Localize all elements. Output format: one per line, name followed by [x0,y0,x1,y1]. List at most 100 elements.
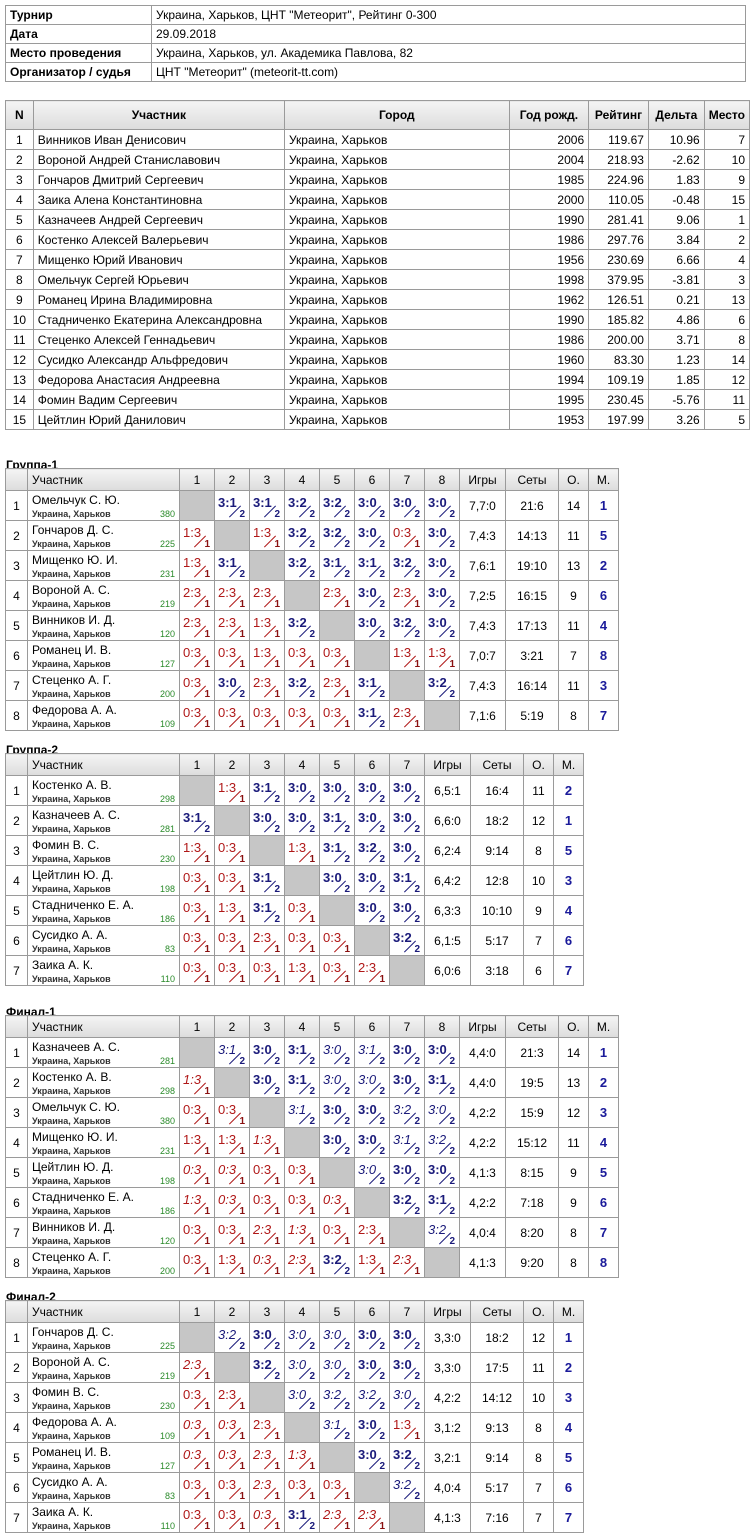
player-row: 3 Фомин В. С. Украина, Харьков 230 0:3 1 2:3 1 3… [5,1382,584,1413]
score-text: 0:3 [393,525,412,540]
score-cell: 0:3 1 [284,640,320,671]
score-cell: 2:3 1 [179,1352,215,1383]
score: 1:3 1 [286,957,319,985]
score-cell: 0:3 1 [319,1187,355,1218]
score: 3:0 2 [356,1354,389,1382]
player-info: Гончаров Д. С. Украина, Харьков 225 [29,522,179,550]
score-points: 1 [204,1146,210,1157]
place: 5 [588,520,619,551]
score: 0:3 1 [216,1219,249,1247]
score-points: 2 [344,1086,350,1097]
score-points: 1 [449,659,455,670]
sets: 17:5 [470,1352,524,1383]
score: 3:1 2 [321,1414,354,1442]
score-text: 3:0 [358,525,377,540]
score: 3:1 2 [321,807,354,835]
score-text: 3:0 [253,1042,272,1057]
score-cell: 0:3 1 [179,895,215,926]
score-cell: 0:3 1 [284,925,320,956]
player-name: Винников И. Д. [32,1220,116,1234]
score-text: 3:0 [393,1162,412,1177]
score-cell: 1:3 1 [284,835,320,866]
player-row: 2 Гончаров Д. С. Украина, Харьков 225 1:3 1 1:… [5,520,619,551]
column-header: 6 [354,1015,390,1038]
participant-cell: 12 [703,369,750,390]
participant-cell: 15 [703,189,750,210]
score-points: 1 [204,1206,210,1217]
score-text: 2:3 [358,1507,377,1522]
score-cell: 0:3 1 [214,955,250,986]
points: 8 [523,1442,554,1473]
player-row: 7 Стеценко А. Г. Украина, Харьков 200 0:3 1 3:… [5,670,619,701]
score-points: 2 [344,539,350,550]
column-header: 4 [284,1300,320,1323]
score-cell: 0:3 1 [284,895,320,926]
score-cell: 3:1 2 [284,1067,320,1098]
score: 3:0 2 [426,612,459,640]
score: 0:3 1 [251,1249,284,1277]
score-text: 3:0 [393,1072,412,1087]
score-text: 3:0 [323,1327,342,1342]
score-points: 1 [239,1461,245,1472]
participant-cell: 230.69 [588,249,649,270]
player-info: Фомин В. С. Украина, Харьков 230 [29,1384,179,1412]
score-cell: 3:1 2 [389,1127,425,1158]
score-text: 3:1 [288,1042,307,1057]
player-city: Украина, Харьков [32,824,111,834]
score-points: 1 [309,914,315,925]
score-points: 1 [239,1266,245,1277]
score-points: 2 [344,1146,350,1157]
score-points: 1 [309,854,315,865]
column-header: 1 [179,753,215,776]
participant-cell: Фомин Вадим Сергеевич [32,389,285,410]
player-cell: Гончаров Д. С. Украина, Харьков 225 [27,1322,180,1353]
score-cell: 1:3 1 [214,1247,250,1278]
participant-row: 4 Заика Алена Константиновна Украина, Харь… [5,189,750,210]
score: 3:1 2 [251,492,284,520]
score-text: 3:0 [393,1387,412,1402]
place: 6 [588,580,619,611]
score-points: 1 [274,1176,280,1187]
player-name: Фомин В. С. [32,1385,100,1399]
score-points: 2 [379,629,385,640]
participant-row: 13 Федорова Анастасия Андреевна Украина, Х… [5,369,750,390]
player-row: 7 Заика А. К. Украина, Харьков 110 0:3 1 0:3 1 0… [5,1502,584,1533]
column-header [5,753,28,776]
score-points: 2 [344,824,350,835]
sets: 9:20 [505,1247,559,1278]
participant-cell: 10 [703,149,750,170]
group-table: Участник 1 2 3 4 5 6 7 8 Игры Сеты О. М. 1 Омельчук С.… [5,468,619,731]
player-rating: 225 [159,539,175,549]
player-rating: 120 [159,1236,175,1246]
participant-cell: Омельчук Сергей Юрьевич [32,269,285,290]
games: 4,1:3 [459,1157,506,1188]
score: 0:3 1 [321,1474,354,1502]
info-value: Украина, Харьков, ул. Академика Павлова,… [151,43,746,63]
score-points: 2 [414,1086,420,1097]
score-text: 0:3 [183,1417,202,1432]
score-cell: 0:3 1 [319,1217,355,1248]
score-cell: 1:3 1 [284,1442,320,1473]
score-points: 1 [239,659,245,670]
participant-cell: 15 [5,409,34,430]
score-text: 0:3 [218,1192,237,1207]
place: 3 [588,1097,619,1128]
player-row: 6 Стадниченко Е. А. Украина, Харьков 186 1:3… [5,1187,619,1218]
score: 1:3 1 [391,642,424,670]
info-row: Турнир Украина, Харьков, ЦНТ "Метеорит", … [5,5,746,25]
score-cell: 3:0 2 [249,1037,285,1068]
player-row: 4 Вороной А. С. Украина, Харьков 219 2:3 1 2:3… [5,580,619,611]
score-points: 1 [274,1146,280,1157]
player-info: Стеценко А. Г. Украина, Харьков 200 [29,672,179,700]
participant-row: 9 Романец Ирина Владимировна Украина, Харь… [5,289,750,310]
score: 1:3 1 [181,552,214,580]
score-points: 2 [274,824,280,835]
score-cell: 1:3 1 [179,1067,215,1098]
score: 0:3 1 [391,522,424,550]
score: 3:0 2 [356,612,389,640]
player-row: 5 Романец И. В. Украина, Харьков 127 0:3 1 0:3… [5,1442,584,1473]
score: 3:0 2 [356,522,389,550]
player-row: 6 Сусидко А. А. Украина, Харьков 83 0:3 1 0:3 1… [5,1472,584,1503]
participant-cell: Романец Ирина Владимировна [32,289,285,310]
score-points: 1 [309,1491,315,1502]
